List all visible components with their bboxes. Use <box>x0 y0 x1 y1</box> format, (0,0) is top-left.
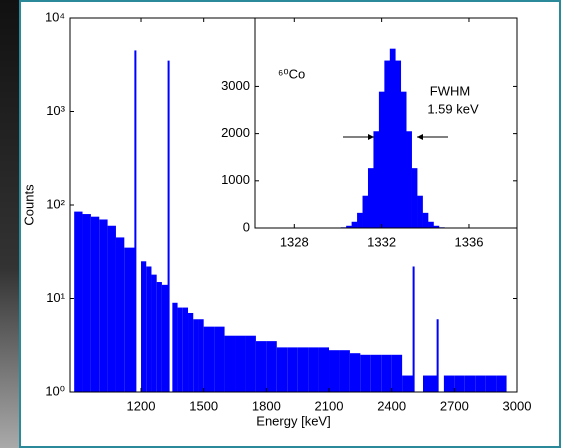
y-tick-label: 0 <box>243 219 250 234</box>
bar <box>373 131 380 228</box>
bar <box>115 237 125 392</box>
x-tick-label: 3000 <box>503 398 532 413</box>
bar <box>255 341 267 392</box>
bar <box>384 60 391 229</box>
bar <box>370 354 382 392</box>
bar <box>436 319 439 392</box>
bar <box>406 131 412 228</box>
bar <box>362 195 369 228</box>
bar <box>287 347 298 392</box>
x-tick-label: 1336 <box>455 234 484 249</box>
plot-layer: 1200 1500 1800 2100 2400 2700 3000 10⁰ 10¹ 10² 10³… <box>21 9 531 428</box>
bar <box>214 326 225 392</box>
bar <box>308 347 319 392</box>
y-tick-label: 10¹ <box>46 290 65 305</box>
bar <box>235 335 246 392</box>
bar <box>443 375 455 392</box>
bar <box>357 212 363 228</box>
bar <box>378 91 385 229</box>
bar <box>198 319 204 392</box>
bar <box>367 168 374 228</box>
bar <box>400 91 407 229</box>
y-tick-label: 10² <box>46 196 65 211</box>
bar <box>423 375 438 392</box>
bar <box>141 261 147 392</box>
bar <box>266 341 277 392</box>
bar <box>167 60 170 392</box>
bar <box>360 354 371 392</box>
bar <box>346 225 352 228</box>
bar <box>182 307 189 392</box>
y-tick-label: 10⁰ <box>45 383 65 398</box>
bar <box>224 335 236 392</box>
bar <box>496 375 507 392</box>
bar <box>454 375 465 392</box>
bar <box>245 335 256 392</box>
bar <box>411 168 418 228</box>
bar <box>90 216 100 392</box>
x-tick-label: 2400 <box>377 398 406 413</box>
bar <box>134 50 137 393</box>
bar <box>389 48 396 228</box>
bar <box>318 347 330 392</box>
bar <box>146 266 152 392</box>
bar <box>339 350 350 392</box>
bar <box>161 284 169 392</box>
bar <box>82 214 91 392</box>
bar <box>422 212 429 228</box>
annotation: FWHM <box>430 83 470 98</box>
bar <box>124 247 136 392</box>
bar <box>107 225 116 392</box>
bar <box>464 375 476 392</box>
bar <box>349 353 361 392</box>
bar <box>151 274 157 392</box>
bar <box>381 354 392 392</box>
x-axis-label: Energy [keV] <box>256 413 330 428</box>
bar <box>329 350 340 392</box>
bar <box>475 375 486 392</box>
axes-frame <box>254 17 518 229</box>
bar <box>297 347 309 392</box>
y-tick-label: 1000 <box>221 172 250 187</box>
bar <box>74 211 83 392</box>
y-tick-label: 10⁴ <box>45 9 65 24</box>
bar <box>402 375 414 392</box>
bar <box>99 219 108 392</box>
side-strip <box>0 0 19 448</box>
annotation: ⁶⁰Co <box>278 66 305 81</box>
y-tick-label: 10³ <box>46 103 65 118</box>
bar <box>351 221 358 228</box>
bar <box>177 307 183 392</box>
x-tick-label: 1328 <box>280 234 309 249</box>
bar <box>485 375 497 392</box>
y-tick-label: 3000 <box>221 78 250 93</box>
bar <box>172 302 178 392</box>
bar <box>203 326 215 392</box>
bar <box>391 354 403 392</box>
bar <box>156 282 162 392</box>
arrow-head <box>417 134 423 140</box>
x-tick-label: 2100 <box>315 398 344 413</box>
x-tick-label: 1200 <box>127 398 156 413</box>
bar <box>188 312 194 392</box>
annotation: 1.59 keV <box>427 101 479 116</box>
x-tick-label: 1332 <box>367 234 396 249</box>
arrow-head <box>368 134 374 140</box>
y-axis-label: Counts <box>21 184 36 226</box>
y-tick-label: 2000 <box>221 125 250 140</box>
bar <box>395 60 402 229</box>
bar <box>276 347 288 392</box>
bar <box>417 195 423 228</box>
bar <box>193 319 199 392</box>
x-tick-label: 1800 <box>252 398 281 413</box>
x-tick-label: 1500 <box>189 398 218 413</box>
bar <box>433 225 440 228</box>
bar <box>412 266 415 392</box>
x-tick-label: 2700 <box>440 398 469 413</box>
bar <box>428 221 434 228</box>
